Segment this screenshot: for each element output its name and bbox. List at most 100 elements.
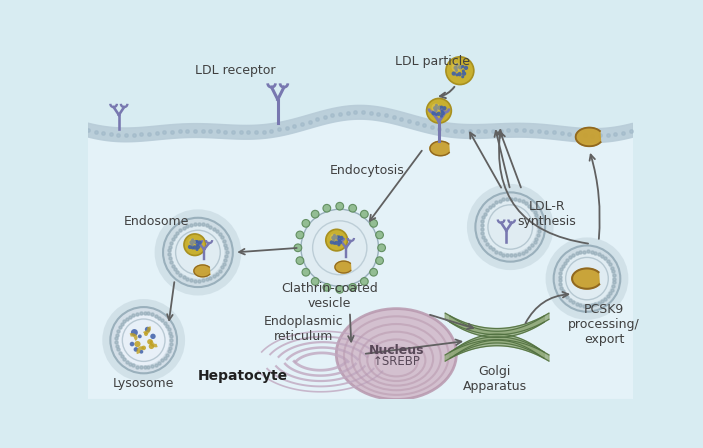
Circle shape xyxy=(188,245,192,249)
Text: Lysosome: Lysosome xyxy=(113,377,174,390)
Polygon shape xyxy=(430,141,449,155)
Circle shape xyxy=(188,238,196,246)
Circle shape xyxy=(475,192,545,262)
Text: ↑SREBP: ↑SREBP xyxy=(373,355,420,368)
Circle shape xyxy=(337,235,340,238)
Circle shape xyxy=(325,229,347,251)
Circle shape xyxy=(163,218,233,287)
Circle shape xyxy=(446,57,474,85)
Circle shape xyxy=(195,240,199,243)
Circle shape xyxy=(336,202,344,210)
Text: Endoplasmic
reticulum: Endoplasmic reticulum xyxy=(264,315,343,344)
Circle shape xyxy=(333,238,335,241)
Circle shape xyxy=(110,307,177,373)
Circle shape xyxy=(349,284,356,291)
Polygon shape xyxy=(445,313,549,335)
Circle shape xyxy=(442,106,446,110)
Circle shape xyxy=(340,236,344,240)
Circle shape xyxy=(134,341,141,347)
Text: LDL particle: LDL particle xyxy=(395,55,470,68)
Circle shape xyxy=(427,99,451,123)
Circle shape xyxy=(141,345,146,350)
Circle shape xyxy=(130,342,134,346)
Circle shape xyxy=(198,241,202,245)
Circle shape xyxy=(131,329,138,336)
Polygon shape xyxy=(335,261,351,273)
Circle shape xyxy=(296,231,304,239)
Polygon shape xyxy=(88,105,633,142)
Circle shape xyxy=(440,115,443,118)
Text: Clathrin-coated
vesicle: Clathrin-coated vesicle xyxy=(281,282,378,310)
Circle shape xyxy=(378,244,385,252)
Circle shape xyxy=(461,65,465,68)
Polygon shape xyxy=(450,337,544,358)
Circle shape xyxy=(433,106,437,110)
Circle shape xyxy=(191,238,194,241)
Circle shape xyxy=(361,210,368,218)
Circle shape xyxy=(337,240,342,245)
Circle shape xyxy=(333,242,336,245)
Circle shape xyxy=(335,235,339,240)
Circle shape xyxy=(441,109,444,112)
Polygon shape xyxy=(445,340,549,361)
Polygon shape xyxy=(88,119,633,399)
Circle shape xyxy=(144,332,148,336)
Circle shape xyxy=(296,257,304,264)
Circle shape xyxy=(440,105,443,108)
Text: LDL receptor: LDL receptor xyxy=(195,64,276,77)
Circle shape xyxy=(191,246,194,250)
Circle shape xyxy=(432,103,440,112)
Circle shape xyxy=(196,245,200,249)
Circle shape xyxy=(338,239,341,242)
Circle shape xyxy=(434,113,438,116)
Circle shape xyxy=(451,62,461,72)
Circle shape xyxy=(323,284,330,291)
Text: Endosome: Endosome xyxy=(124,215,189,228)
Circle shape xyxy=(451,71,456,76)
Circle shape xyxy=(464,66,468,70)
Circle shape xyxy=(311,278,319,285)
Circle shape xyxy=(461,75,464,78)
Circle shape xyxy=(375,231,383,239)
Circle shape xyxy=(441,111,445,116)
Circle shape xyxy=(330,240,334,245)
Text: Hepatocyte: Hepatocyte xyxy=(198,369,288,383)
Circle shape xyxy=(139,350,143,353)
Circle shape xyxy=(361,278,368,285)
Circle shape xyxy=(337,243,340,246)
Circle shape xyxy=(370,220,378,227)
Circle shape xyxy=(462,69,465,73)
Polygon shape xyxy=(454,334,540,356)
Circle shape xyxy=(302,268,310,276)
Circle shape xyxy=(453,65,458,70)
Circle shape xyxy=(455,69,458,72)
Circle shape xyxy=(301,209,378,286)
Circle shape xyxy=(462,72,466,76)
Circle shape xyxy=(456,63,458,66)
Circle shape xyxy=(145,327,150,332)
Text: Nucleus: Nucleus xyxy=(368,344,424,357)
Circle shape xyxy=(331,236,335,240)
Circle shape xyxy=(437,112,441,116)
Circle shape xyxy=(330,234,337,241)
Circle shape xyxy=(334,241,339,245)
Circle shape xyxy=(554,246,620,312)
Circle shape xyxy=(432,111,436,116)
Ellipse shape xyxy=(336,309,456,400)
Circle shape xyxy=(458,65,463,69)
Circle shape xyxy=(196,243,199,246)
Circle shape xyxy=(375,257,383,264)
Polygon shape xyxy=(572,268,599,289)
Circle shape xyxy=(134,347,138,352)
Circle shape xyxy=(456,73,458,77)
Circle shape xyxy=(311,210,319,218)
Circle shape xyxy=(458,72,462,76)
Circle shape xyxy=(149,344,154,349)
Text: LDL-R
synthesis: LDL-R synthesis xyxy=(517,200,576,228)
Circle shape xyxy=(184,234,206,255)
Circle shape xyxy=(150,334,155,339)
Polygon shape xyxy=(450,316,544,337)
Circle shape xyxy=(189,240,194,245)
Circle shape xyxy=(437,106,441,110)
Polygon shape xyxy=(576,128,600,146)
